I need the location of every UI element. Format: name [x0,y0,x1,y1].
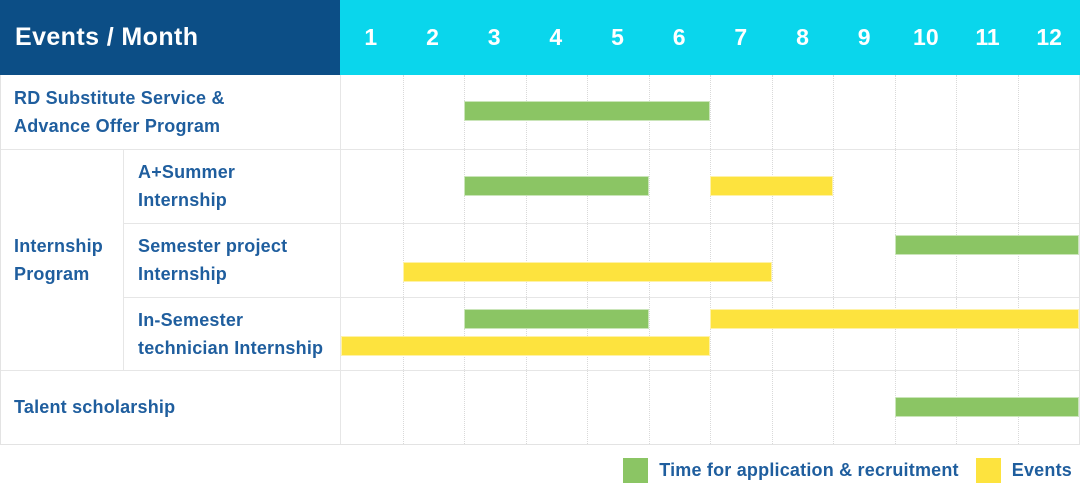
month-gridline [1017,149,1019,223]
month-gridline [833,297,834,370]
chart-cell [340,149,1079,223]
bar-event [402,262,772,282]
month-header-row: 1 2 3 4 5 6 7 8 9 10 11 12 [340,0,1080,75]
row-label: Semester project Internship [138,236,288,285]
month-gridline [894,224,896,297]
month-gridline [956,297,957,370]
month-gridline [402,149,404,223]
events-month-header: Events / Month [0,0,340,75]
month-header-9: 9 [857,24,871,50]
month-gridline [956,75,957,149]
month-gridline [771,297,773,370]
bar-recruitment [894,397,1079,417]
chart-cell [340,371,1079,444]
month-header-12: 12 [1036,24,1062,50]
month-gridline [956,149,957,223]
month-gridline [710,371,711,444]
table-group-row: Internship Program A+Summer Internship Semes… [1,148,1079,370]
month-gridline [710,75,711,149]
chart-cell [340,224,1079,297]
row-label: RD Substitute Service & Advance Offer Pro… [14,87,225,136]
month-header-7: 7 [734,24,748,50]
month-gridline [525,224,527,297]
month-gridline [710,224,711,297]
legend: Time for application & recruitment Event… [0,445,1080,496]
bar-event [710,308,1079,329]
month-gridline [648,224,650,297]
month-header-11: 11 [975,24,1000,50]
row-label: In-Semester technician Internship [138,309,324,358]
month-header-8: 8 [796,24,809,50]
month-gridline [402,224,404,297]
month-header-10: 10 [913,24,939,50]
group-label: Internship Program [1,149,124,370]
table-header-row: Events / Month 1 2 3 4 5 6 7 8 9 10 11 12 [0,0,1080,75]
row-label: A+Summer Internship [138,162,236,211]
month-header-3: 3 [487,24,501,50]
month-gridline [464,297,465,370]
table-row: In-Semester technician Internship [124,296,1079,370]
group-subrows: A+Summer Internship Semester project Intern… [124,149,1079,370]
month-gridline [771,371,773,444]
legend-swatch-recruitment-icon [623,457,649,483]
month-gridline [648,371,650,444]
month-header-4: 4 [549,24,563,50]
month-gridline [1017,297,1019,370]
bar-event [341,335,710,356]
month-header-6: 6 [672,24,686,50]
month-header-2: 2 [426,24,439,50]
month-gridline [833,75,834,149]
month-gridline [525,297,527,370]
bar-recruitment [464,101,710,121]
bar-event [710,175,833,196]
month-header-1: 1 [364,24,378,50]
month-gridline [956,224,957,297]
month-gridline [464,224,465,297]
month-gridline [894,149,896,223]
month-gridline [587,224,588,297]
bar-recruitment [464,175,649,196]
month-gridline [894,297,896,370]
legend-item-events: Events [975,457,1072,483]
legend-label-events: Events [1011,459,1072,480]
month-gridline [771,224,773,297]
chart-cell [340,75,1079,149]
bar-recruitment [464,308,649,329]
bar-recruitment [894,235,1079,255]
month-gridline [525,371,527,444]
month-gridline [833,371,834,444]
legend-swatch-events-icon [975,457,1001,483]
table-row: Semester project Internship [124,223,1079,297]
table-row: A+Summer Internship [124,149,1079,223]
month-gridline [894,75,896,149]
month-gridline [833,149,834,223]
table-body: RD Substitute Service & Advance Offer Pro… [0,75,1080,445]
legend-label-recruitment: Time for application & recruitment [659,459,959,480]
chart-cell [340,297,1079,370]
month-gridline [648,297,650,370]
month-gridline [402,371,404,444]
month-gridline [648,149,650,223]
month-gridline [1017,75,1019,149]
month-gridline [402,75,404,149]
row-label: Talent scholarship [14,397,176,418]
month-gridline [402,297,404,370]
month-gridline [587,297,588,370]
month-gridline [464,371,465,444]
month-gridline [771,75,773,149]
month-gridline [833,224,834,297]
month-gridline [710,297,711,370]
month-gridline [587,371,588,444]
table-row: RD Substitute Service & Advance Offer Pro… [1,75,1079,149]
month-header-5: 5 [611,24,624,50]
table-row: Talent scholarship [1,370,1079,444]
legend-item-recruitment: Time for application & recruitment [623,457,959,483]
month-gridline [1017,224,1019,297]
